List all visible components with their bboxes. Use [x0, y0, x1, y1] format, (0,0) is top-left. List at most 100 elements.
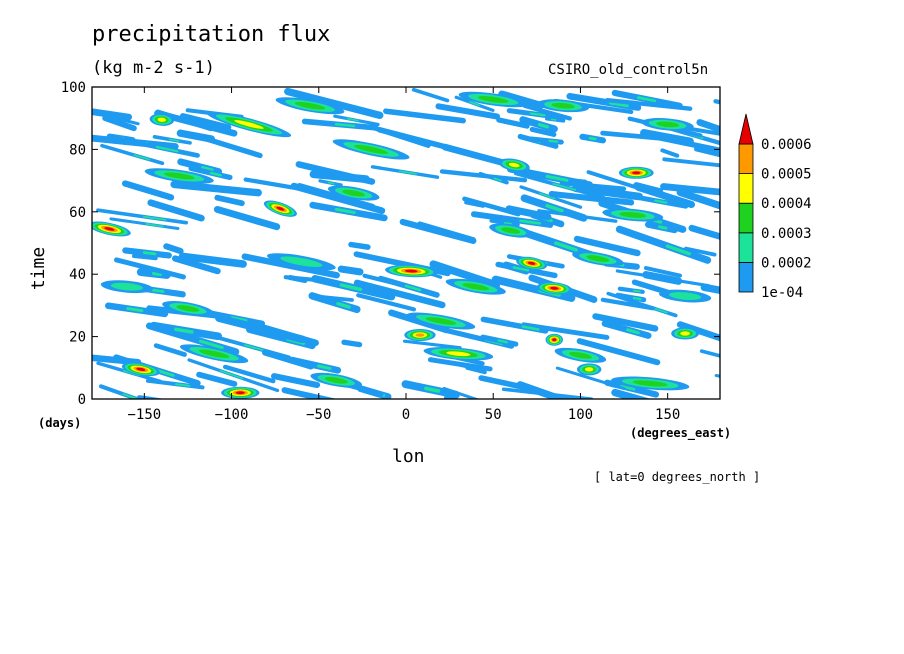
- rain-streak-core: [174, 383, 191, 387]
- rain-streak: [284, 87, 384, 120]
- rain-streak: [356, 293, 417, 312]
- colorbar-swatch: [738, 173, 754, 204]
- rain-streak: [714, 374, 720, 378]
- rain-streak: [713, 99, 720, 105]
- precip-contour: [568, 351, 592, 359]
- x-tick-label: 50: [485, 407, 502, 423]
- rain-streak: [571, 184, 643, 201]
- rain-streak: [196, 371, 238, 387]
- rain-streak: [147, 199, 205, 222]
- rain-streak-core: [339, 283, 363, 292]
- precip-contour: [176, 305, 200, 312]
- rain-streak: [222, 364, 276, 384]
- rain-streak-core: [346, 117, 359, 122]
- rain-streak: [309, 170, 370, 184]
- rain-streak-core: [552, 182, 577, 191]
- rain-streak: [270, 373, 321, 389]
- precip-contour: [508, 162, 520, 168]
- precip-contour: [656, 121, 680, 128]
- rain-streak: [163, 243, 184, 255]
- y-tick-label: 100: [61, 80, 86, 96]
- x-axis: −150 −100 −50 0 50 100 150: [127, 87, 680, 423]
- rain-streak: [353, 279, 446, 309]
- latitude-note: [ lat=0 degrees_north ]: [594, 470, 761, 484]
- colorbar-swatch: [738, 202, 754, 234]
- precip-contour: [198, 349, 230, 358]
- rain-streak-core: [317, 364, 332, 371]
- rain-streak-core: [155, 145, 179, 153]
- rain-streak: [684, 246, 717, 257]
- rain-streak: [496, 117, 530, 129]
- rain-streak-core: [665, 244, 692, 256]
- rain-streak-core: [633, 289, 641, 293]
- y-tick-label: 80: [69, 142, 86, 158]
- y-tick-label: 40: [69, 267, 86, 283]
- rain-streak-core: [637, 96, 657, 103]
- rain-streak-core: [503, 221, 513, 225]
- rain-streak-core: [336, 302, 351, 309]
- rain-streak: [696, 119, 720, 133]
- rain-streak-core: [126, 307, 144, 313]
- rain-streak-core: [654, 199, 668, 204]
- rain-streak: [633, 182, 664, 195]
- colorbar-label: 0.0002: [761, 255, 812, 271]
- rain-streak: [700, 283, 720, 294]
- rain-streak-core: [142, 215, 167, 221]
- precip-contour: [324, 376, 348, 384]
- rain-streak-core: [554, 241, 578, 252]
- rain-streak: [615, 225, 712, 264]
- chart-units: (kg m-2 s-1): [92, 58, 215, 78]
- rain-streak-core: [657, 225, 668, 230]
- rain-streak: [153, 343, 187, 357]
- y-tick-label: 0: [78, 392, 86, 408]
- rain-streak: [644, 266, 682, 278]
- precip-contour: [632, 380, 668, 387]
- precip-contour: [157, 117, 167, 122]
- precip-contour: [354, 144, 389, 154]
- rain-streak-core: [512, 266, 530, 272]
- rain-streak: [427, 357, 493, 372]
- x-axis-units: (degrees_east): [630, 426, 732, 440]
- rain-streak-core: [424, 386, 441, 393]
- rain-streak: [640, 129, 694, 146]
- rain-streak: [341, 339, 363, 348]
- rain-streak: [399, 218, 477, 244]
- rain-streak: [100, 143, 165, 166]
- rain-streak-core: [168, 138, 180, 142]
- rain-streak: [283, 275, 318, 282]
- colorbar-swatch: [738, 232, 754, 263]
- rain-streak-core: [735, 379, 747, 381]
- rain-streak: [611, 388, 652, 399]
- rain-streak-core: [199, 339, 224, 350]
- rain-streak-core: [608, 101, 629, 108]
- rain-streak-core: [493, 177, 502, 182]
- colorbar-extend-arrow: [738, 113, 754, 145]
- x-tick-label: 100: [568, 407, 593, 423]
- rain-streak: [615, 269, 711, 288]
- rain-streak: [214, 194, 245, 207]
- rain-streak: [176, 129, 216, 143]
- rain-streak-core: [519, 219, 542, 225]
- rain-streak: [429, 260, 501, 289]
- rain-streak-core: [327, 181, 335, 185]
- rain-streak-core: [548, 139, 559, 143]
- x-tick-label: −150: [127, 407, 161, 423]
- y-tick-label: 20: [69, 330, 86, 346]
- rain-streak: [680, 125, 720, 136]
- precip-contour: [136, 367, 146, 372]
- rain-streak: [600, 297, 656, 311]
- rain-streak: [411, 87, 450, 103]
- rain-streak-core: [399, 170, 417, 175]
- rain-streak: [576, 338, 661, 366]
- rain-streak: [548, 190, 635, 206]
- rain-streak-core: [209, 171, 223, 177]
- rain-streak-core: [497, 339, 508, 344]
- precip-contour: [294, 101, 326, 110]
- precip-contour: [669, 292, 702, 300]
- rain-streak: [114, 257, 186, 280]
- rain-streak-core: [545, 174, 569, 182]
- precip-contour: [680, 331, 690, 336]
- rain-streak: [573, 235, 641, 257]
- precip-contour: [235, 391, 245, 395]
